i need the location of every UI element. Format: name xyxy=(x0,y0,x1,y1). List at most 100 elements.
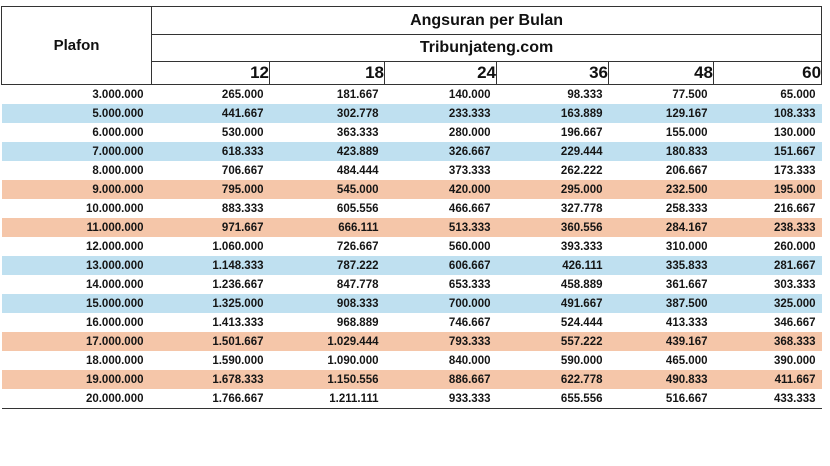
installment-cell: 1.029.444 xyxy=(269,332,385,351)
installment-cell: 590.000 xyxy=(496,351,609,370)
table-header: Plafon Angsuran per Bulan Tribunjateng.c… xyxy=(1,6,823,85)
installment-cell: 77.500 xyxy=(608,84,714,104)
installment-cell: 530.000 xyxy=(151,123,270,142)
plafon-cell: 19.000.000 xyxy=(1,370,152,389)
installment-cell: 232.500 xyxy=(608,180,714,199)
installment-cell: 284.167 xyxy=(608,218,714,237)
installment-cell: 557.222 xyxy=(496,332,609,351)
plafon-cell: 13.000.000 xyxy=(1,256,152,275)
installment-cell: 666.111 xyxy=(269,218,385,237)
plafon-cell: 9.000.000 xyxy=(1,180,152,199)
installment-cell: 233.333 xyxy=(384,104,497,123)
installment-cell: 180.833 xyxy=(608,142,714,161)
table-row: 7.000.000 618.333 423.889 326.667 229.444 180… xyxy=(1,142,822,161)
term-header-12: 12 xyxy=(151,61,270,85)
installment-cell: 1.678.333 xyxy=(151,370,270,389)
installment-cell: 206.667 xyxy=(608,161,714,180)
installment-cell: 346.667 xyxy=(713,313,822,332)
installment-cell: 793.333 xyxy=(384,332,497,351)
table-row: 16.000.000 1.413.333 968.889 746.667 524.444… xyxy=(1,313,822,332)
plafon-header: Plafon xyxy=(1,6,152,85)
installment-cell: 1.590.000 xyxy=(151,351,270,370)
table-row: 17.000.000 1.501.667 1.029.444 793.333 557.2… xyxy=(1,332,822,351)
term-header-48: 48 xyxy=(608,61,714,85)
installment-cell: 155.000 xyxy=(608,123,714,142)
installment-cell: 265.000 xyxy=(151,84,270,104)
installment-cell: 130.000 xyxy=(713,123,822,142)
installment-cell: 181.667 xyxy=(269,84,385,104)
table-title: Angsuran per Bulan xyxy=(150,6,823,35)
installment-cell: 151.667 xyxy=(713,142,822,161)
table-row: 11.000.000 971.667 666.111 513.333 360.556 28… xyxy=(1,218,822,237)
term-header-60: 60 xyxy=(712,61,823,85)
installment-cell: 458.889 xyxy=(496,275,609,294)
installment-table: Plafon Angsuran per Bulan Tribunjateng.c… xyxy=(1,6,823,409)
installment-cell: 387.500 xyxy=(608,294,714,313)
plafon-cell: 10.000.000 xyxy=(1,199,152,218)
table-row: 18.000.000 1.590.000 1.090.000 840.000 590.0… xyxy=(1,351,822,370)
installment-cell: 373.333 xyxy=(384,161,497,180)
installment-cell: 163.889 xyxy=(496,104,609,123)
installment-cell: 108.333 xyxy=(713,104,822,123)
installment-cell: 393.333 xyxy=(496,237,609,256)
installment-cell: 618.333 xyxy=(151,142,270,161)
installment-cell: 360.556 xyxy=(496,218,609,237)
installment-cell: 426.111 xyxy=(496,256,609,275)
installment-cell: 411.667 xyxy=(713,370,822,389)
installment-cell: 361.667 xyxy=(608,275,714,294)
installment-cell: 238.333 xyxy=(713,218,822,237)
plafon-cell: 18.000.000 xyxy=(1,351,152,370)
installment-cell: 706.667 xyxy=(151,161,270,180)
installment-cell: 847.778 xyxy=(269,275,385,294)
installment-cell: 1.413.333 xyxy=(151,313,270,332)
installment-cell: 302.778 xyxy=(269,104,385,123)
installment-cell: 439.167 xyxy=(608,332,714,351)
installment-cell: 1.148.333 xyxy=(151,256,270,275)
installment-cell: 933.333 xyxy=(384,389,497,409)
installment-cell: 726.667 xyxy=(269,237,385,256)
installment-cell: 1.150.556 xyxy=(269,370,385,389)
plafon-cell: 6.000.000 xyxy=(1,123,152,142)
table-row: 5.000.000 441.667 302.778 233.333 163.889 129… xyxy=(1,104,822,123)
installment-cell: 1.060.000 xyxy=(151,237,270,256)
installment-cell: 883.333 xyxy=(151,199,270,218)
plafon-cell: 17.000.000 xyxy=(1,332,152,351)
installment-cell: 1.211.111 xyxy=(269,389,385,409)
installment-cell: 303.333 xyxy=(713,275,822,294)
table-row: 20.000.000 1.766.667 1.211.111 933.333 655.5… xyxy=(1,389,822,409)
installment-cell: 441.667 xyxy=(151,104,270,123)
installment-cell: 490.833 xyxy=(608,370,714,389)
installment-cell: 513.333 xyxy=(384,218,497,237)
installment-cell: 1.501.667 xyxy=(151,332,270,351)
term-header-24: 24 xyxy=(384,61,497,85)
installment-cell: 281.667 xyxy=(713,256,822,275)
plafon-cell: 5.000.000 xyxy=(1,104,152,123)
installment-cell: 140.000 xyxy=(384,84,497,104)
installment-cell: 98.333 xyxy=(496,84,609,104)
installment-cell: 390.000 xyxy=(713,351,822,370)
installment-cell: 787.222 xyxy=(269,256,385,275)
installment-cell: 216.667 xyxy=(713,199,822,218)
table-row: 12.000.000 1.060.000 726.667 560.000 393.333… xyxy=(1,237,822,256)
installment-cell: 325.000 xyxy=(713,294,822,313)
installment-cell: 295.000 xyxy=(496,180,609,199)
installment-cell: 840.000 xyxy=(384,351,497,370)
installment-cell: 368.333 xyxy=(713,332,822,351)
installment-cell: 196.667 xyxy=(496,123,609,142)
installment-cell: 971.667 xyxy=(151,218,270,237)
installment-cell: 258.333 xyxy=(608,199,714,218)
installment-cell: 795.000 xyxy=(151,180,270,199)
plafon-cell: 7.000.000 xyxy=(1,142,152,161)
term-header-36: 36 xyxy=(496,61,609,85)
table-body: 3.000.000 265.000 181.667 140.000 98.333 77.5… xyxy=(1,84,822,409)
installment-cell: 326.667 xyxy=(384,142,497,161)
installment-cell: 129.167 xyxy=(608,104,714,123)
installment-cell: 908.333 xyxy=(269,294,385,313)
table-row: 15.000.000 1.325.000 908.333 700.000 491.667… xyxy=(1,294,822,313)
plafon-cell: 15.000.000 xyxy=(1,294,152,313)
installment-cell: 653.333 xyxy=(384,275,497,294)
installment-cell: 420.000 xyxy=(384,180,497,199)
installment-cell: 173.333 xyxy=(713,161,822,180)
installment-cell: 886.667 xyxy=(384,370,497,389)
